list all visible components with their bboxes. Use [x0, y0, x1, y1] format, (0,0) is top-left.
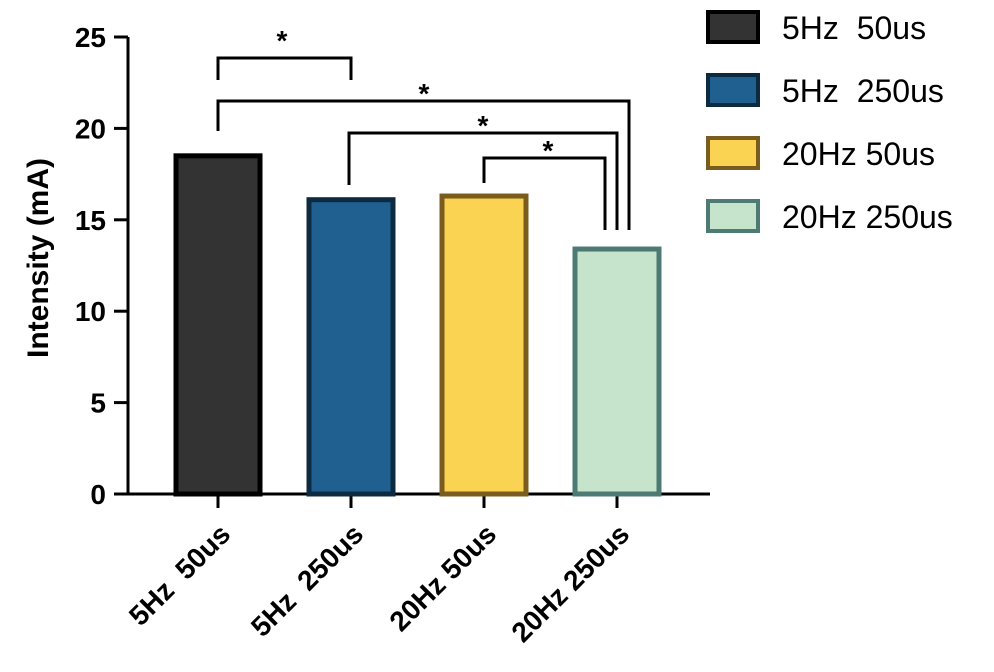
significance-bracket — [347, 131, 619, 230]
legend-label: 5Hz 50us — [782, 10, 926, 46]
legend-swatch — [706, 73, 760, 107]
bars — [173, 153, 662, 497]
legend-label: 5Hz 250us — [782, 73, 944, 109]
significance-label: * — [419, 78, 430, 109]
x-category-label: 5Hz 50us — [123, 518, 236, 631]
y-tick-label: 25 — [75, 22, 106, 53]
bar — [439, 193, 529, 497]
x-category-label: 20Hz 50us — [383, 518, 502, 637]
bar — [306, 197, 396, 497]
y-tick-label: 20 — [75, 113, 106, 144]
y-tick-label: 10 — [75, 296, 106, 327]
bar — [572, 246, 662, 497]
x-category-label: 20Hz 250us — [505, 518, 635, 648]
significance-label: * — [543, 135, 554, 166]
significance-bracket — [482, 156, 607, 230]
y-tick-label: 15 — [75, 205, 106, 236]
legend-label: 20Hz 50us — [782, 136, 935, 172]
y-axis-title: Intensity (mA) — [22, 158, 55, 358]
significance-label: * — [478, 110, 489, 141]
significance-label: * — [277, 25, 288, 56]
significance-bracket — [216, 99, 631, 230]
y-tick-label: 5 — [90, 388, 106, 419]
legend: 5Hz 50us 5Hz 250us 20Hz 50us 20Hz 250us — [706, 10, 953, 235]
x-category-label: 5Hz 250us — [245, 518, 369, 642]
significance-brackets: * * * * — [216, 25, 631, 230]
y-tick-label: 0 — [90, 479, 106, 510]
bar — [173, 153, 263, 497]
legend-swatch — [706, 10, 760, 44]
legend-swatch — [706, 199, 760, 233]
legend-label: 20Hz 250us — [782, 199, 953, 235]
legend-swatch — [706, 136, 760, 170]
significance-bracket — [216, 56, 353, 80]
